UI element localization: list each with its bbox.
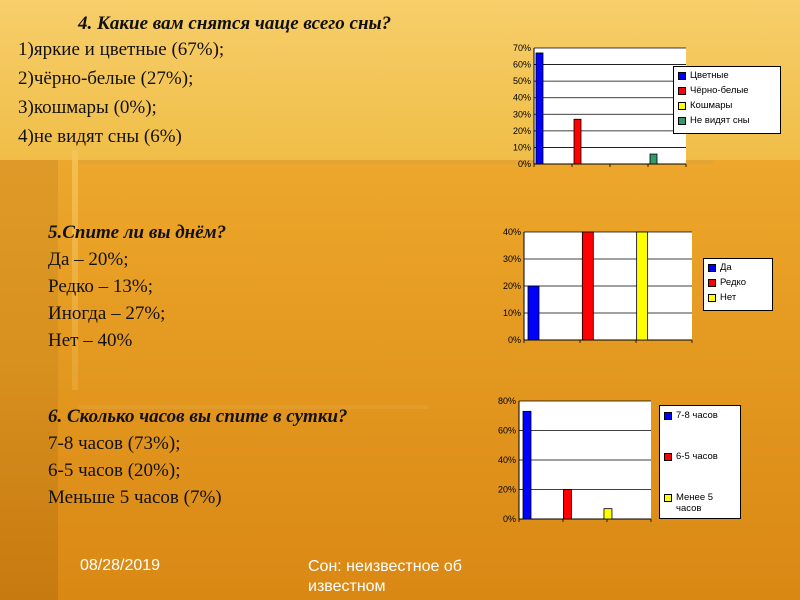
y-tick-label: 40% (503, 227, 521, 237)
y-tick-label: 10% (513, 142, 531, 152)
legend-label: Нет (720, 292, 737, 303)
chart-dream-types: 0% 10% 20% 30% 40% 50% 60% 70% (500, 40, 720, 175)
y-tick-label: 60% (498, 426, 516, 436)
answer-line: 3)кошмары (0%); (18, 97, 157, 118)
bar-1 (535, 52, 544, 165)
legend-item: Нет (708, 292, 768, 303)
question-5-block: 5.Спите ли вы днём? Да – 20%; Редко – 13… (48, 220, 226, 354)
bar-3 (603, 508, 613, 520)
legend-item: Менее 5 часов (664, 492, 736, 514)
legend-label: Чёрно-белые (690, 85, 749, 96)
chart-sleep-hours: 0% 20% 40% 60% 80% (483, 395, 658, 525)
bar-3 (636, 231, 649, 341)
y-tick-label: 20% (513, 126, 531, 136)
bar-2 (581, 231, 594, 341)
question-5-title: 5.Спите ли вы днём? (48, 222, 227, 243)
y-tick-label: 0% (508, 335, 521, 345)
y-tick-label: 20% (503, 281, 521, 291)
legend-label: Менее 5 часов (676, 492, 714, 514)
bar-1 (522, 410, 532, 520)
plot-area (534, 48, 686, 164)
legend-swatch (708, 294, 716, 302)
question-4-block: 4. Какие вам снятся чаще всего сны? 1)яр… (18, 12, 391, 151)
answer-line: 7-8 часов (73%); (48, 433, 181, 454)
y-tick-label: 40% (498, 455, 516, 465)
legend-item: 6-5 часов (664, 451, 736, 462)
legend-swatch (708, 279, 716, 287)
legend-label: Не видят сны (690, 115, 750, 126)
bar-2 (573, 118, 582, 165)
answer-line: 1)яркие и цветные (67%); (18, 39, 225, 60)
legend-swatch (678, 72, 686, 80)
legend-swatch (664, 494, 672, 502)
legend-swatch (678, 102, 686, 110)
y-tick-label: 30% (503, 254, 521, 264)
legend-swatch (664, 453, 672, 461)
legend-swatch (664, 412, 672, 420)
chart-dream-types-plot: 0% 10% 20% 30% 40% 50% 60% 70% (513, 43, 687, 169)
answer-line: 4)не видят сны (6%) (18, 126, 182, 147)
chart-sleep-hours-legend: 7-8 часов 6-5 часов Менее 5 часов (659, 405, 741, 519)
answer-line: Редко – 13%; (48, 276, 154, 297)
chart-day-sleep-legend: Да Редко Нет (703, 258, 773, 311)
question-6-title: 6. Сколько часов вы спите в сутки? (48, 406, 348, 427)
legend-label: Да (720, 262, 732, 273)
y-tick-label: 60% (513, 60, 531, 70)
legend-swatch (708, 264, 716, 272)
bar-1 (527, 285, 540, 341)
chart-day-sleep: 0% 10% 20% 30% 40% (488, 226, 703, 346)
legend-label: Кошмары (690, 100, 733, 111)
y-tick-label: 50% (513, 76, 531, 86)
answer-line: 2)чёрно-белые (27%); (18, 68, 194, 89)
legend-swatch (678, 87, 686, 95)
y-tick-label: 70% (513, 43, 531, 53)
legend-label: Редко (720, 277, 747, 288)
question-4-title: 4. Какие вам снятся чаще всего сны? (78, 13, 392, 34)
legend-item: Кошмары (678, 100, 776, 111)
answer-line: Иногда – 27%; (48, 303, 166, 324)
decor-horizontal-line-2 (78, 405, 428, 409)
legend-label: 6-5 часов (676, 451, 718, 462)
chart-sleep-hours-plot: 0% 20% 40% 60% 80% (498, 396, 652, 524)
y-tick-label: 30% (513, 109, 531, 119)
question-6-block: 6. Сколько часов вы спите в сутки? 7-8 ч… (48, 404, 348, 511)
y-tick-label: 80% (498, 396, 516, 406)
decor-vertical-line (72, 150, 78, 390)
bar-4 (649, 153, 658, 165)
decor-horizontal-line (78, 160, 713, 164)
legend-item: 7-8 часов (664, 410, 736, 421)
y-tick-label: 0% (518, 159, 531, 169)
answer-line: 6-5 часов (20%); (48, 460, 181, 481)
y-tick-label: 10% (503, 308, 521, 318)
legend-item: Редко (708, 277, 768, 288)
legend-item: Цветные (678, 70, 776, 81)
legend-item: Не видят сны (678, 115, 776, 126)
footer-date: 08/28/2019 (80, 557, 161, 574)
bar-2 (563, 489, 572, 520)
legend-item: Да (708, 262, 768, 273)
y-tick-label: 40% (513, 93, 531, 103)
answer-line: Меньше 5 часов (7%) (48, 487, 222, 508)
legend-label: Цветные (690, 70, 729, 81)
answer-line: Да – 20%; (48, 249, 129, 270)
legend-swatch (678, 117, 686, 125)
legend-label: 7-8 часов (676, 410, 718, 421)
chart-day-sleep-plot: 0% 10% 20% 30% 40% (503, 227, 693, 345)
chart-dream-types-legend: Цветные Чёрно-белые Кошмары Не видят сны (673, 66, 781, 134)
legend-item: Чёрно-белые (678, 85, 776, 96)
y-tick-label: 0% (503, 514, 516, 524)
answer-line: Нет – 40% (48, 330, 133, 351)
footer-title: Сон: неизвестное об известном (308, 558, 462, 595)
y-tick-label: 20% (498, 485, 516, 495)
